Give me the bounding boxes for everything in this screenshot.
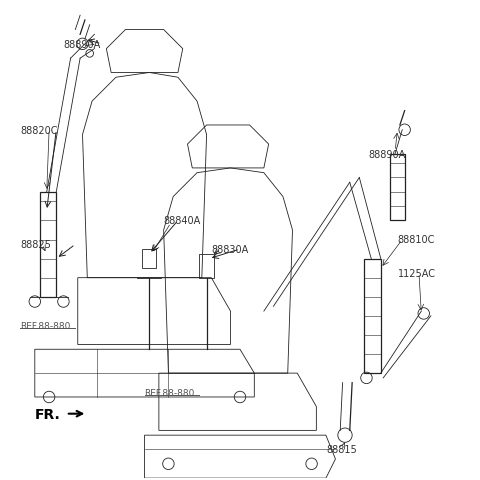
Text: 88890A: 88890A xyxy=(369,149,406,159)
Text: 1125AC: 1125AC xyxy=(397,268,435,278)
Text: 88815: 88815 xyxy=(326,444,357,455)
Text: 88825: 88825 xyxy=(21,240,51,250)
Text: 88810C: 88810C xyxy=(397,235,435,245)
Text: 88840A: 88840A xyxy=(164,216,201,226)
Text: REF.88-880: REF.88-880 xyxy=(144,388,195,397)
Bar xyxy=(142,250,156,269)
Text: 88830A: 88830A xyxy=(211,244,249,254)
Text: 88890A: 88890A xyxy=(63,40,101,50)
Text: FR.: FR. xyxy=(35,407,60,421)
Bar xyxy=(199,254,214,278)
Text: 88820C: 88820C xyxy=(21,125,58,135)
Text: REF.88-880: REF.88-880 xyxy=(21,321,71,330)
